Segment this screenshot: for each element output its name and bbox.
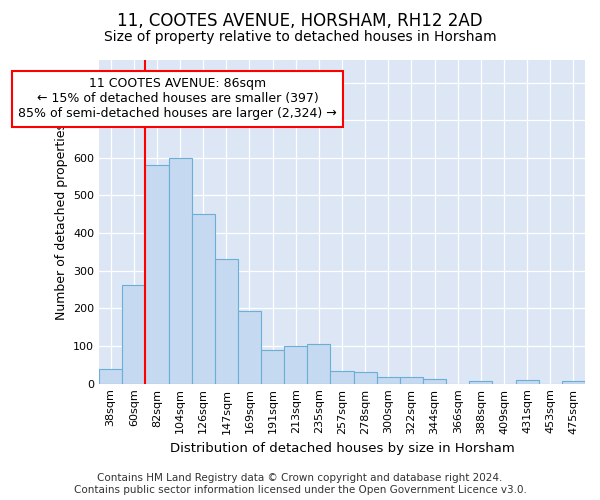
- Bar: [423, 379, 446, 384]
- Bar: [284, 346, 307, 384]
- Bar: [145, 164, 169, 384]
- Bar: [377, 377, 400, 384]
- X-axis label: Distribution of detached houses by size in Horsham: Distribution of detached houses by size …: [170, 442, 514, 455]
- Bar: [562, 380, 585, 384]
- Bar: [307, 344, 331, 384]
- Bar: [191, 214, 215, 384]
- Bar: [515, 380, 539, 384]
- Bar: [215, 260, 238, 384]
- Bar: [261, 350, 284, 384]
- Y-axis label: Number of detached properties: Number of detached properties: [55, 124, 68, 320]
- Bar: [169, 158, 191, 384]
- Text: Contains HM Land Registry data © Crown copyright and database right 2024.
Contai: Contains HM Land Registry data © Crown c…: [74, 474, 526, 495]
- Bar: [122, 285, 145, 384]
- Bar: [469, 382, 493, 384]
- Text: 11 COOTES AVENUE: 86sqm
← 15% of detached houses are smaller (397)
85% of semi-d: 11 COOTES AVENUE: 86sqm ← 15% of detache…: [19, 78, 337, 120]
- Bar: [353, 372, 377, 384]
- Bar: [400, 378, 423, 384]
- Bar: [331, 370, 353, 384]
- Bar: [99, 370, 122, 384]
- Bar: [238, 311, 261, 384]
- Text: 11, COOTES AVENUE, HORSHAM, RH12 2AD: 11, COOTES AVENUE, HORSHAM, RH12 2AD: [117, 12, 483, 30]
- Text: Size of property relative to detached houses in Horsham: Size of property relative to detached ho…: [104, 30, 496, 44]
